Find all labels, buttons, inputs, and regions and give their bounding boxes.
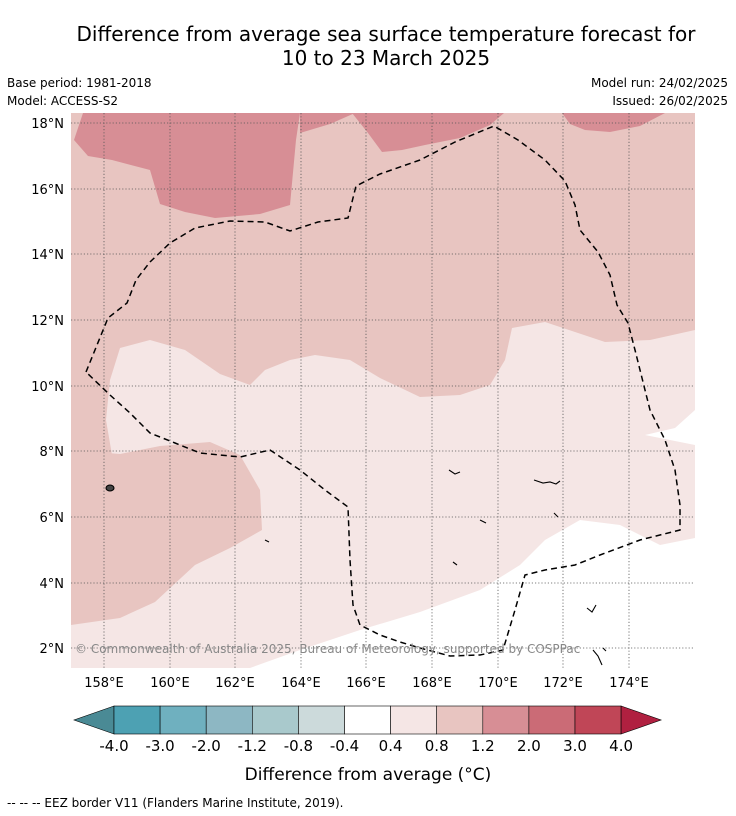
colorbar-extend-high [620, 705, 663, 735]
island-marker [105, 484, 115, 492]
anomaly-neutral-region [250, 520, 695, 668]
colorbar-segment [436, 705, 484, 735]
colorbar-segment [159, 705, 207, 735]
latitude-labels: 18°N 16°N 14°N 12°N 10°N 8°N 6°N 4°N 2°N [31, 117, 64, 657]
colorbar-tick-label: -4.0 [99, 737, 128, 755]
eez-border [85, 125, 681, 657]
island-marker [452, 561, 458, 566]
island-marker [602, 647, 607, 652]
model-text: Model: ACCESS-S2 [7, 94, 119, 108]
lat-label: 10°N [31, 380, 64, 395]
colorbar-segment [344, 705, 391, 735]
island-marker [586, 604, 597, 613]
title-line-1: Difference from average sea surface temp… [76, 22, 696, 46]
colorbar-tick-label: 0.8 [425, 737, 449, 755]
map-plot-area [71, 113, 695, 668]
island-marker [448, 469, 461, 475]
colorbar-segment [528, 705, 576, 735]
island-marker [553, 512, 559, 518]
lat-label: 4°N [40, 577, 65, 592]
lon-label: 164°E [281, 676, 321, 691]
lon-label: 166°E [346, 676, 386, 691]
colorbar-segment [205, 705, 253, 735]
island-outlines [105, 469, 607, 666]
model-run-text: Model run: 24/02/2025 [590, 76, 728, 90]
lat-label: 16°N [31, 183, 64, 198]
island-marker [264, 539, 270, 543]
colorbar-segment [113, 705, 161, 735]
colorbar-tick-label: 4.0 [609, 737, 633, 755]
lon-label: 162°E [215, 676, 255, 691]
island-marker [479, 519, 487, 524]
longitude-labels: 158°E 160°E 162°E 164°E 166°E 168°E 170°… [84, 676, 649, 691]
colorbar: -4.0 -3.0 -2.0 -1.2 -0.8 -0.4 0.4 0.8 1.2 2.0 3.0 4… [73, 705, 663, 755]
lon-label: 158°E [84, 676, 124, 691]
anomaly-1p2-2p0-region-central [352, 113, 504, 152]
colorbar-title: Difference from average (°C) [245, 765, 492, 785]
base-period-text: Base period: 1981-2018 [7, 76, 152, 90]
colorbar-segment [482, 705, 530, 735]
colorbar-segment [298, 705, 345, 735]
map-title: Difference from average sea surface temp… [0, 22, 736, 70]
colorbar-tick-label: 0.4 [379, 737, 403, 755]
lat-label: 8°N [40, 445, 65, 460]
island-marker [592, 649, 603, 666]
colorbar-tick-label: -2.0 [192, 737, 221, 755]
lat-label: 18°N [31, 117, 64, 132]
lat-label: 6°N [40, 511, 65, 526]
lon-label: 170°E [478, 676, 518, 691]
lat-label: 2°N [40, 642, 65, 657]
island-marker [533, 479, 561, 485]
meta-right: Model run: 24/02/2025 Issued: 26/02/2025 [591, 74, 728, 110]
lat-label: 12°N [31, 314, 64, 329]
lon-label: 174°E [609, 676, 649, 691]
colorbar-segment [252, 705, 299, 735]
colorbar-extend-low [73, 705, 115, 735]
colorbar-tick-label: 1.2 [471, 737, 495, 755]
colorbar-tick-label: -0.4 [330, 737, 359, 755]
colorbar-tick-label: 2.0 [517, 737, 541, 755]
anomaly-0p8-1p2-lower-region [71, 442, 262, 625]
colorbar-tick-label: 3.0 [563, 737, 587, 755]
colorbar-tick-label: -3.0 [145, 737, 174, 755]
lon-label: 172°E [543, 676, 583, 691]
issued-text: Issued: 26/02/2025 [612, 94, 728, 108]
lat-label: 14°N [31, 248, 64, 263]
lon-label: 160°E [150, 676, 190, 691]
colorbar-segment [390, 705, 438, 735]
colorbar-segment [574, 705, 622, 735]
meta-left: Base period: 1981-2018 Model: ACCESS-S2 [7, 74, 152, 110]
colorbar-tick-label: -1.2 [238, 737, 267, 755]
title-line-2: 10 to 23 March 2025 [281, 46, 491, 70]
colorbar-tick-label: -0.8 [284, 737, 313, 755]
eez-legend-note: -- -- -- EEZ border V11 (Flanders Marine… [7, 796, 344, 810]
copyright-text: © Commonwealth of Australia 2025, Bureau… [75, 642, 580, 656]
anomaly-1p2-2p0-region-east [562, 113, 665, 132]
anomaly-neutral-wedge [645, 410, 695, 445]
lon-label: 168°E [412, 676, 452, 691]
anomaly-1p2-2p0-region-west [74, 113, 300, 218]
